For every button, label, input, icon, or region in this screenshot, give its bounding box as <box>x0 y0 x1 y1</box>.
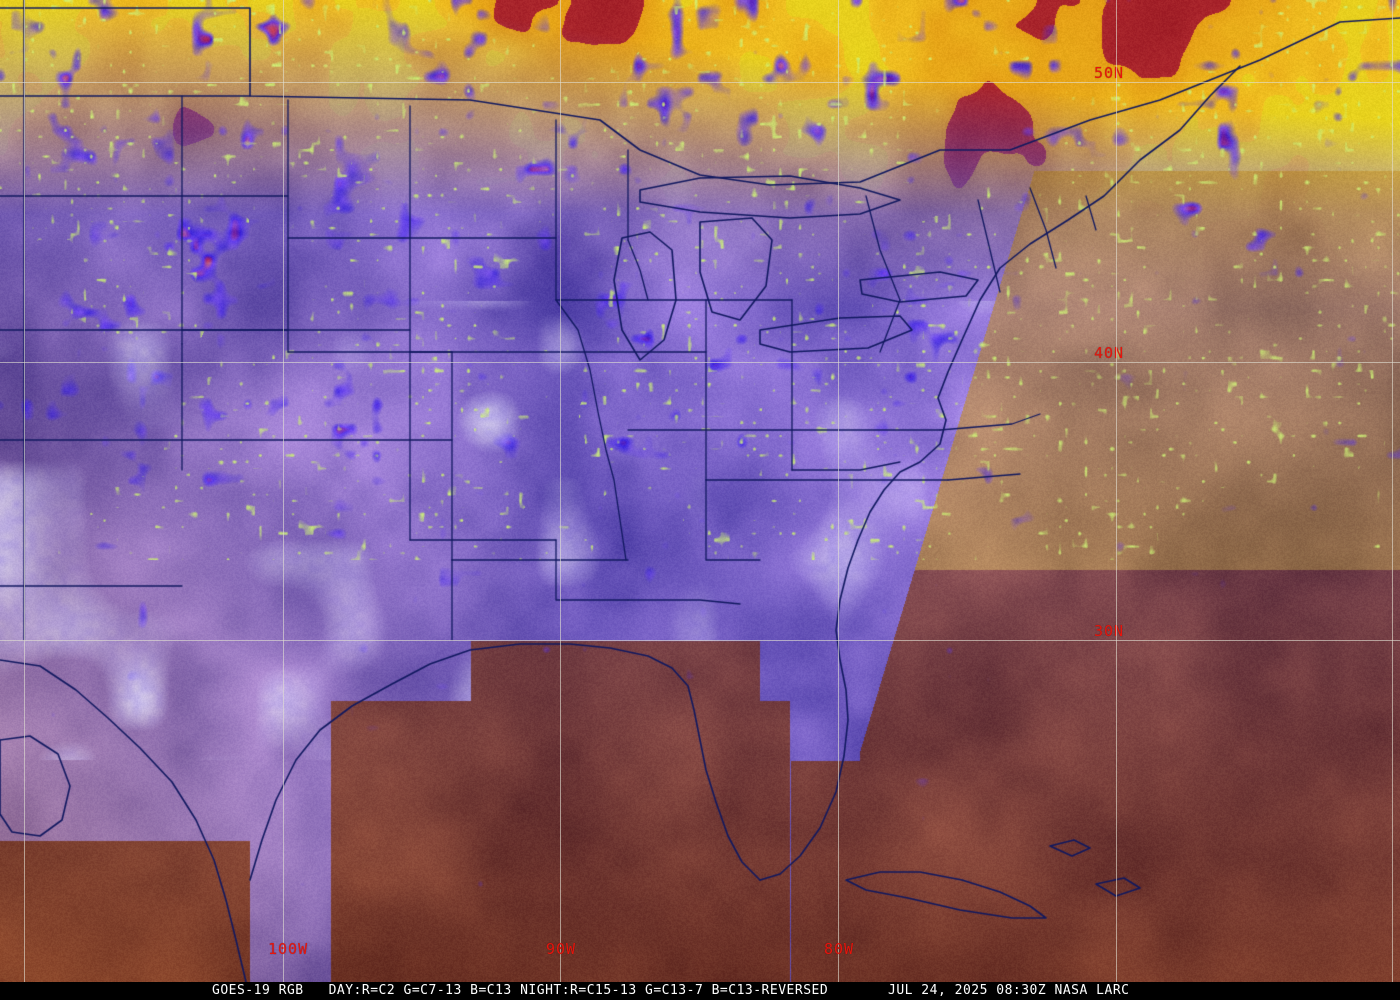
footer-bar: GOES-19 RGB DAY:R=C2 G=C7-13 B=C13 NIGHT… <box>0 982 1400 1000</box>
footer-text: GOES-19 RGB DAY:R=C2 G=C7-13 B=C13 NIGHT… <box>0 982 1400 1000</box>
footer-product-description: GOES-19 RGB DAY:R=C2 G=C7-13 B=C13 NIGHT… <box>212 983 829 998</box>
footer-timestamp-credit: JUL 24, 2025 08:30Z NASA LARC <box>888 983 1130 998</box>
